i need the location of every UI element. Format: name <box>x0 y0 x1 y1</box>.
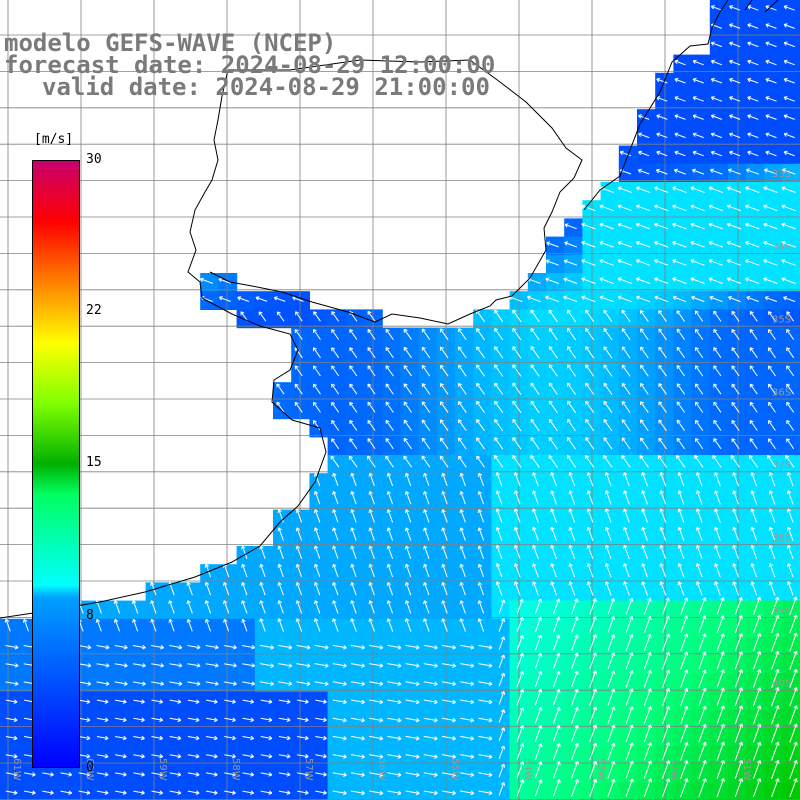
lon-label: 58W <box>230 758 241 781</box>
colorbar-tick-8: 8 <box>86 608 94 623</box>
lat-label: 35S <box>772 315 791 326</box>
lon-label: 52W <box>668 758 679 781</box>
lat-label: 37S <box>772 460 791 471</box>
lon-label: 56W <box>376 758 387 781</box>
colorbar <box>32 160 80 768</box>
lat-label: 33S <box>772 169 791 180</box>
lat-label: 38S <box>772 533 791 544</box>
lat-label: 34S <box>772 242 791 253</box>
lon-label: 61W <box>11 758 22 781</box>
lat-label: 39S <box>772 606 791 617</box>
colorbar-tick-22: 22 <box>86 303 102 318</box>
colorbar-unit: [m/s] <box>34 132 74 147</box>
wind-cell <box>782 782 800 800</box>
colorbar-tick-30: 30 <box>86 152 102 167</box>
lon-label: 51W <box>741 758 752 781</box>
colorbar-tick-15: 15 <box>86 455 102 470</box>
colorbar-tick-0: 0 <box>86 760 94 775</box>
lat-label: 36S <box>772 387 791 398</box>
lon-label: 54W <box>522 758 533 781</box>
lat-label: 40S <box>772 679 791 690</box>
lon-label: 53W <box>595 758 606 781</box>
lon-label: 55W <box>449 758 460 781</box>
wind-cell <box>782 455 800 474</box>
valid-date: valid date: 2024-08-29 21:00:00 <box>42 73 490 101</box>
lon-label: 57W <box>303 758 314 781</box>
lon-label: 59W <box>157 758 168 781</box>
